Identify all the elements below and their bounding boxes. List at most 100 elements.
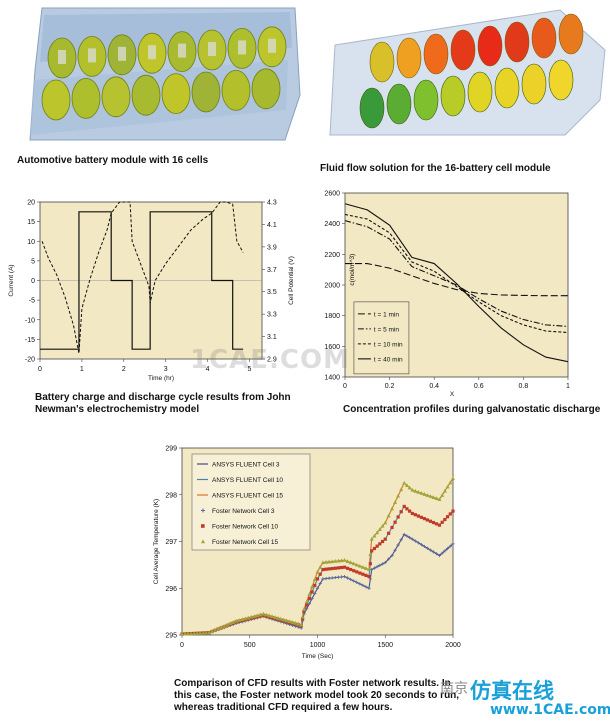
temp-xtick-label: 500 xyxy=(244,642,256,649)
temp-marker-square xyxy=(410,511,414,516)
conc-ylabel: c(mol/m^3) xyxy=(349,254,356,286)
temp-marker-plus xyxy=(333,575,337,580)
temp-marker-triangle xyxy=(296,621,301,626)
temp-marker-triangle xyxy=(448,480,453,485)
cycle-xtick-label: 3 xyxy=(164,366,168,373)
temp-marker-triangle xyxy=(246,615,251,620)
cell-tab xyxy=(148,45,156,60)
cycle-y2label: Cell Potential (V) xyxy=(288,256,295,305)
temp-marker-plus xyxy=(378,563,382,567)
conc-series-line xyxy=(344,213,569,334)
temp-ytick-label: 295 xyxy=(165,633,177,640)
temp-marker-plus xyxy=(380,562,385,566)
temp-marker-square xyxy=(300,617,305,621)
temp-marker-triangle xyxy=(363,566,368,570)
temp-marker-triangle xyxy=(377,527,382,531)
temp-marker-triangle xyxy=(186,631,191,636)
temp-marker-plus xyxy=(448,544,452,548)
temp-marker-triangle xyxy=(189,631,194,636)
temp-marker-triangle xyxy=(318,565,323,569)
temp-marker-triangle xyxy=(396,493,401,498)
temp-marker-triangle xyxy=(287,619,292,624)
temp-marker-plus xyxy=(367,586,371,590)
conc-series-line xyxy=(345,262,568,297)
temp-marker-triangle xyxy=(252,614,257,618)
conc-ytick-label: 2200 xyxy=(324,252,340,259)
temp-marker-triangle xyxy=(204,630,209,635)
temp-marker-triangle xyxy=(410,487,415,492)
temp-marker-plus xyxy=(321,577,325,581)
temp-marker-plus xyxy=(402,532,406,537)
temp-marker-triangle xyxy=(434,496,439,500)
temp-marker-triangle xyxy=(413,488,418,493)
temp-marker-square xyxy=(445,515,450,519)
temp-marker-plus xyxy=(408,536,412,540)
conc-xtick-label: 0.8 xyxy=(519,383,529,390)
temp-marker-plus xyxy=(399,538,403,542)
temp-marker-plus xyxy=(343,574,347,579)
temp-marker-triangle xyxy=(255,613,260,618)
temp-marker-plus xyxy=(410,537,414,541)
cycle-xtick-label: 0 xyxy=(38,366,42,373)
temp-marker-plus xyxy=(349,577,353,582)
cycle-y2tick-label: 4.1 xyxy=(267,222,277,229)
cell-tab xyxy=(58,50,66,64)
temp-marker-triangle xyxy=(198,630,203,635)
flow-cell-top xyxy=(477,25,503,67)
temp-marker-square xyxy=(378,542,382,546)
temp-legend-swatch xyxy=(201,508,205,513)
temp-marker-triangle xyxy=(240,617,245,622)
temp-marker-square xyxy=(402,504,406,509)
caption-conc: Concentration profiles during galvanosta… xyxy=(343,404,601,415)
temp-marker-plus xyxy=(375,565,379,569)
temp-marker-triangle xyxy=(270,614,275,619)
temp-marker-triangle xyxy=(278,616,283,621)
temp-marker-square xyxy=(336,566,341,570)
cell-tab xyxy=(208,42,216,56)
temp-marker-plus xyxy=(327,576,331,580)
cycle-ytick-label: 5 xyxy=(31,258,35,265)
cell-bottom xyxy=(221,70,251,111)
conc-xtick-label: 0.2 xyxy=(385,383,395,390)
flow-cell-bottom xyxy=(359,87,385,129)
temp-marker-triangle xyxy=(366,567,371,572)
cycle-y2tick-label: 3.7 xyxy=(267,267,277,274)
watermark-cn: 南京 xyxy=(440,681,468,697)
temp-marker-triangle xyxy=(222,623,227,628)
flow-cell-bottom xyxy=(494,67,520,109)
temp-marker-square xyxy=(367,574,371,579)
cycle-ytick-label: 15 xyxy=(27,219,35,226)
temp-marker-triangle xyxy=(404,483,409,487)
cell-bottom xyxy=(251,68,281,110)
temp-marker-plus xyxy=(431,550,436,554)
temp-ylabel: Cell Average Temperature (K) xyxy=(153,499,160,584)
cycle-ytick-label: -20 xyxy=(25,357,35,364)
temp-marker-triangle xyxy=(301,607,306,611)
temp-marker-triangle xyxy=(372,533,377,538)
temp-marker-triangle xyxy=(290,620,295,624)
cycle-ylabel: Current (A) xyxy=(8,264,15,296)
temp-marker-plus xyxy=(339,575,344,579)
temp-marker-plus xyxy=(440,551,444,555)
temp-marker-plus xyxy=(445,546,450,551)
temp-legend-swatch xyxy=(201,524,205,528)
temp-marker-triangle xyxy=(275,615,280,620)
temp-marker-triangle xyxy=(261,611,266,616)
conc-legend-label: t = 1 min xyxy=(374,311,399,318)
temp-marker-triangle xyxy=(333,559,338,563)
temp-marker-plus xyxy=(428,548,433,552)
temp-marker-triangle xyxy=(402,480,407,485)
temp-marker-triangle xyxy=(201,630,206,635)
temp-marker-plus xyxy=(370,567,374,572)
temp-legend-label: Foster Network Cell 15 xyxy=(212,539,278,546)
temp-marker-triangle xyxy=(312,577,317,581)
temp-marker-plus xyxy=(358,582,362,586)
temp-marker-triangle xyxy=(354,562,359,567)
temp-marker-triangle xyxy=(375,530,380,535)
temp-marker-plus xyxy=(307,602,311,606)
temp-marker-triangle xyxy=(293,620,298,625)
temp-marker-triangle xyxy=(342,558,347,562)
temp-marker-triangle xyxy=(380,523,385,528)
